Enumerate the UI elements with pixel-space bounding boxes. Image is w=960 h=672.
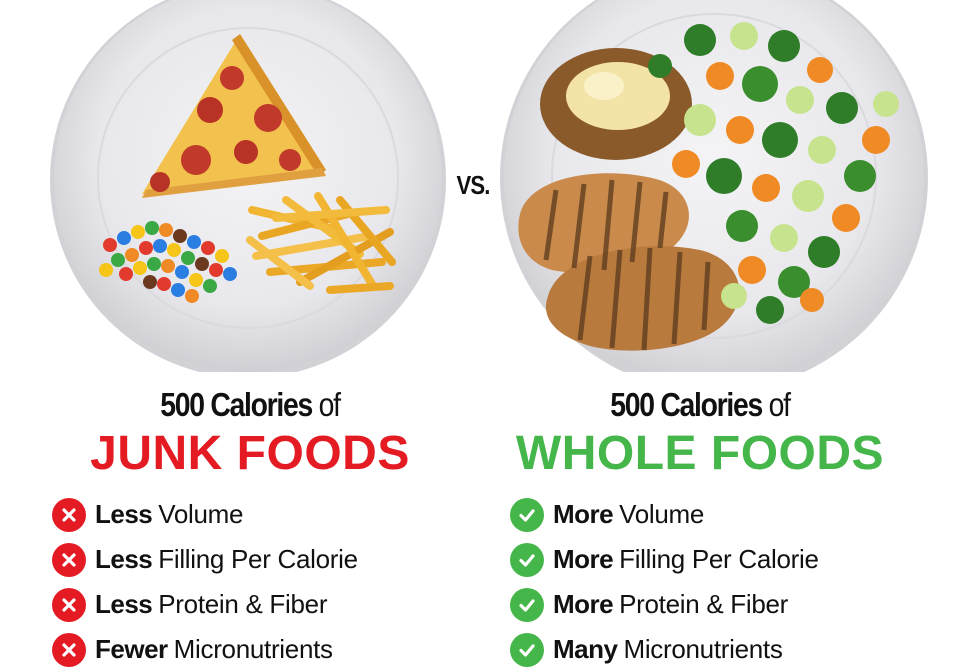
list-item: More Filling Per Calorie	[510, 537, 920, 582]
point-strong: More	[553, 544, 614, 574]
point-text: Volume	[619, 499, 705, 529]
check-circle-icon	[510, 497, 544, 532]
check-circle-icon	[510, 542, 544, 577]
x-circle-icon	[52, 632, 86, 667]
whole-foods-column: 500 Calories of WHOLE FOODS More Volume …	[480, 385, 920, 672]
list-item: Less Volume	[52, 492, 460, 537]
point-strong: Many	[553, 634, 618, 664]
point-text: Volume	[158, 499, 244, 529]
list-item: Less Protein & Fiber	[52, 582, 460, 627]
point-text: Micronutrients	[173, 634, 333, 664]
whole-foods-list: More Volume More Filling Per Calorie Mor…	[510, 492, 920, 672]
point-strong: Less	[95, 499, 153, 529]
vegetables-image	[648, 22, 899, 324]
junk-calories-of: of	[318, 386, 341, 423]
point-strong: Less	[95, 544, 153, 574]
point-strong: More	[553, 499, 614, 529]
junk-calories-headline: 500 Calories of	[69, 385, 430, 425]
check-circle-icon	[510, 632, 544, 667]
whole-calories-of: of	[768, 386, 791, 423]
whole-foods-title: WHOLE FOODS	[515, 427, 885, 480]
x-circle-icon	[52, 587, 86, 622]
whole-food-plate	[500, 0, 928, 372]
junk-calories-strong: 500 Calories	[160, 386, 313, 423]
point-text: Protein & Fiber	[619, 589, 789, 619]
candy-pile-image	[99, 221, 237, 303]
point-strong: Fewer	[95, 634, 168, 664]
point-strong: More	[553, 589, 614, 619]
whole-calories-strong: 500 Calories	[610, 386, 763, 423]
grilled-chicken-image	[518, 173, 740, 351]
point-text: Filling Per Calorie	[158, 544, 358, 574]
list-item: More Volume	[510, 492, 920, 537]
x-circle-icon	[52, 542, 86, 577]
list-item: More Protein & Fiber	[510, 582, 920, 627]
junk-foods-title: JUNK FOODS	[90, 427, 410, 480]
check-circle-icon	[510, 587, 544, 622]
point-text: Protein & Fiber	[158, 589, 328, 619]
french-fries-image	[246, 192, 396, 294]
list-item: Less Filling Per Calorie	[52, 537, 460, 582]
plates-illustration	[50, 0, 928, 372]
point-strong: Less	[95, 589, 153, 619]
point-text: Micronutrients	[623, 634, 783, 664]
junk-foods-column: 500 Calories of JUNK FOODS Less Volume L…	[40, 385, 460, 672]
whole-calories-headline: 500 Calories of	[511, 385, 889, 425]
junk-food-plate	[50, 0, 446, 372]
junk-foods-list: Less Volume Less Filling Per Calorie Les…	[52, 492, 460, 672]
list-item: Fewer Micronutrients	[52, 627, 460, 672]
point-text: Filling Per Calorie	[619, 544, 819, 574]
list-item: Many Micronutrients	[510, 627, 920, 672]
x-circle-icon	[52, 497, 86, 532]
pizza-slice-image	[142, 34, 326, 198]
vs-label: VS.	[456, 170, 490, 200]
